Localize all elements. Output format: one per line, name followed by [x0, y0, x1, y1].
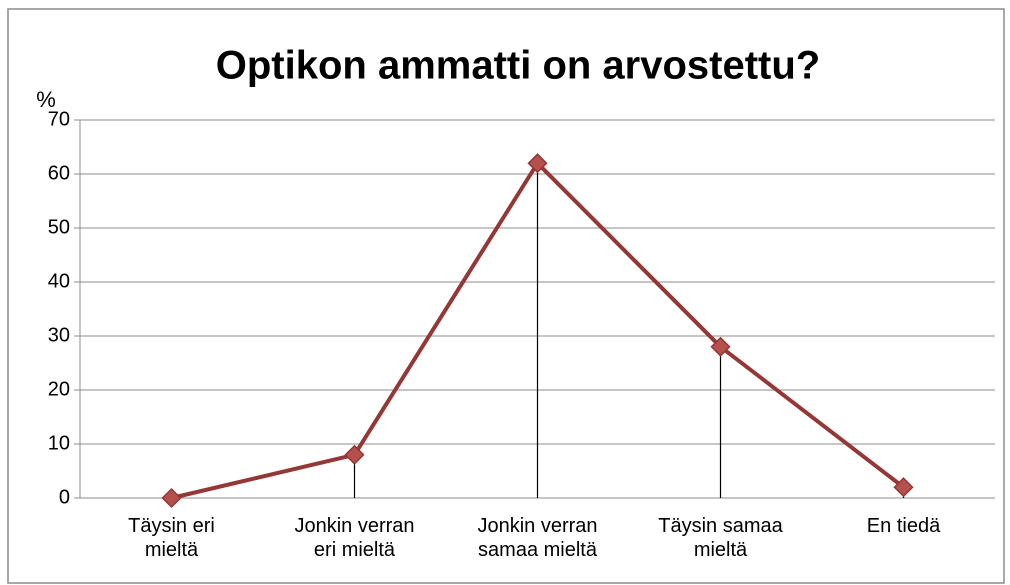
marker	[893, 477, 914, 498]
y-tick-label: 30	[48, 324, 70, 346]
y-tick-label: 70	[48, 108, 70, 130]
x-tick-label: Jonkin verran eri mieltä	[294, 515, 415, 561]
x-tick-label: Täysin eri mieltä	[128, 515, 215, 561]
x-tick-label: Täysin samaa mieltä	[658, 515, 783, 561]
marker	[527, 153, 548, 174]
chart-frame	[7, 8, 1005, 584]
marker	[710, 336, 731, 357]
y-tick-label: 40	[48, 270, 70, 292]
y-tick-label: 20	[48, 378, 70, 400]
y-tick-label: 50	[48, 216, 70, 238]
x-tick-label: En tiedä	[866, 515, 941, 537]
y-tick-label: 10	[48, 432, 70, 454]
marker	[161, 487, 182, 509]
chart-title: Optikon ammatti on arvostettu?	[216, 44, 821, 88]
y-tick-label: 60	[48, 162, 70, 184]
y-tick-label: 0	[59, 486, 70, 508]
x-tick-label: Jonkin verran samaa mieltä	[477, 515, 598, 561]
y-axis-label: %	[36, 87, 56, 112]
marker	[344, 444, 365, 465]
